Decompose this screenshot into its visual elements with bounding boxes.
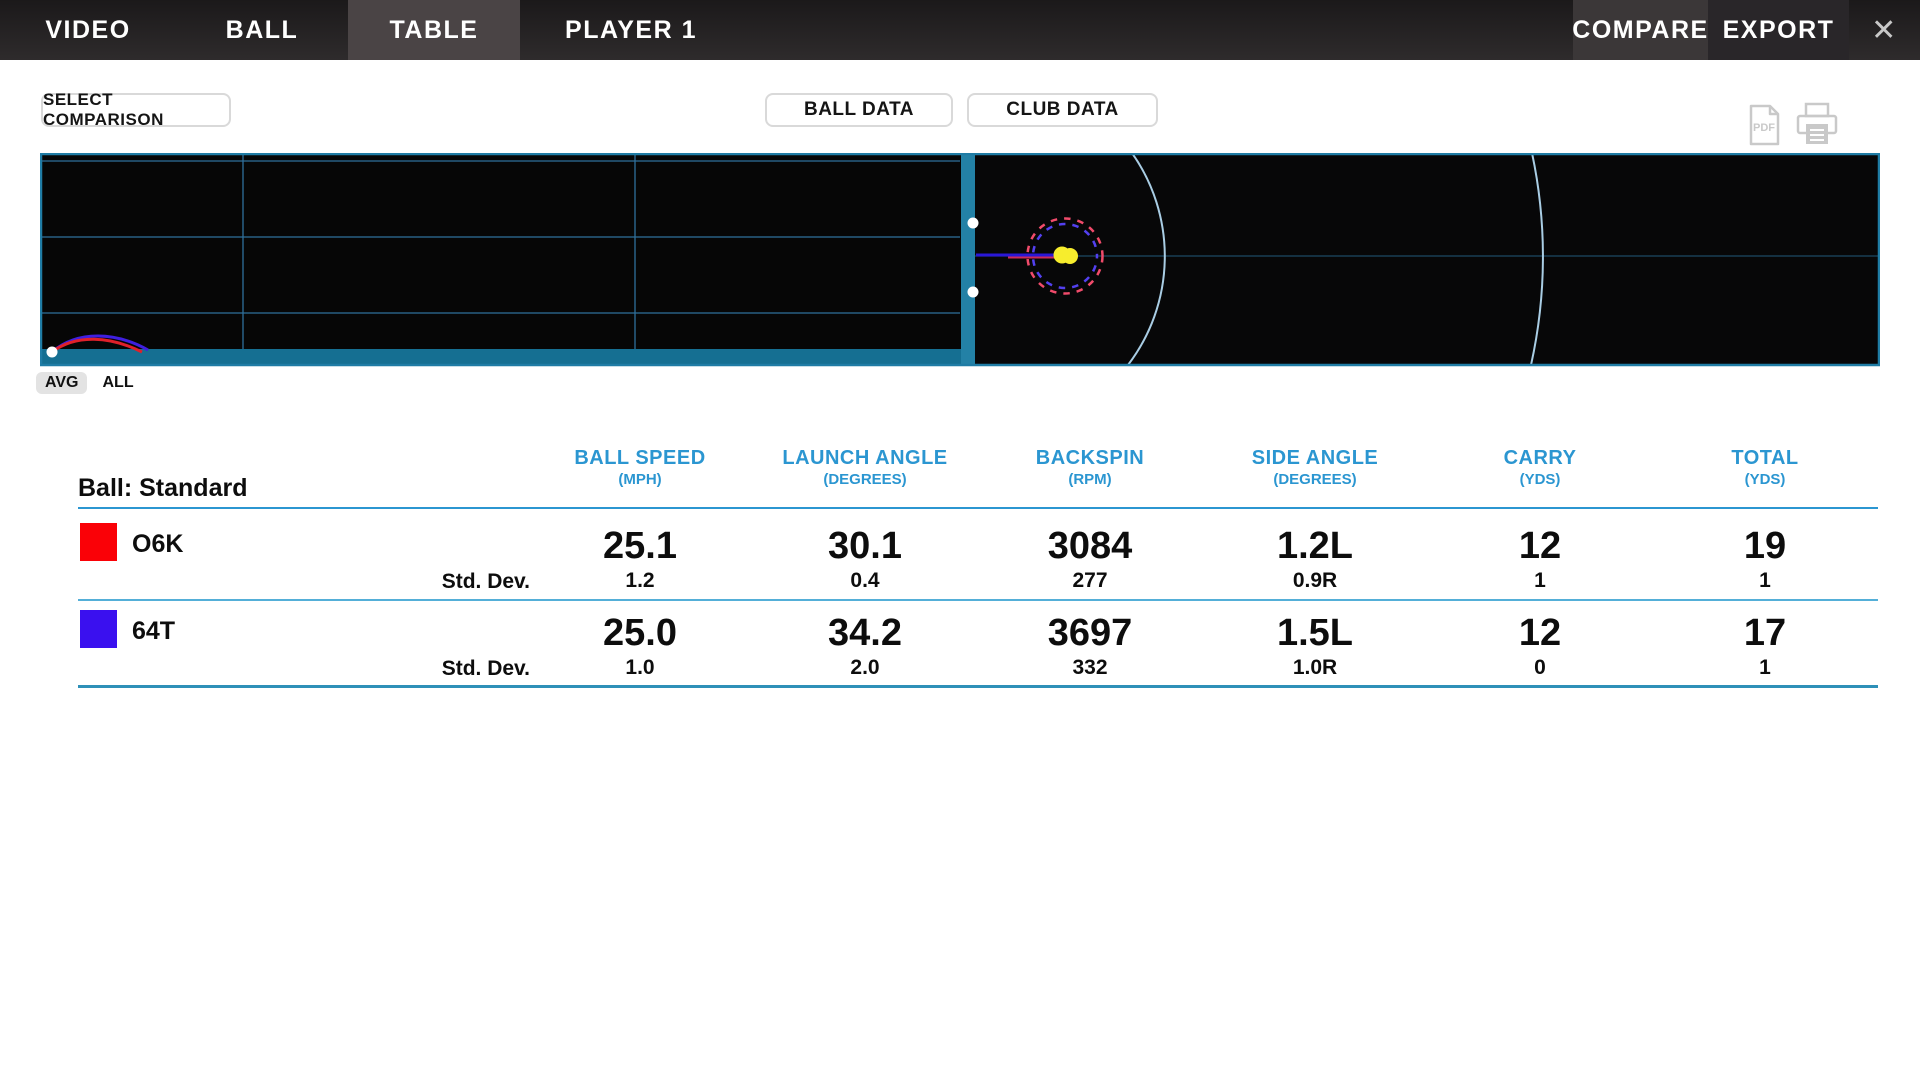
tab-ball[interactable]: BALL	[225, 15, 299, 44]
col-header-ball-speed: BALL SPEED (MPH)	[574, 447, 706, 488]
col-header-backspin: BACKSPIN (RPM)	[1035, 447, 1145, 488]
toggle-avg[interactable]: AVG	[36, 372, 88, 394]
64t-std-launch-angle: 2.0	[850, 656, 880, 679]
distance-arc-2	[1530, 152, 1544, 366]
col-header-total: TOTAL (YDS)	[1731, 447, 1799, 488]
std-dev-label-row1: Std. Dev.	[441, 570, 530, 593]
top-down-panel	[975, 153, 1880, 365]
64t-backspin: 3697	[1047, 612, 1133, 654]
tab-player-1[interactable]: PLAYER 1	[565, 15, 697, 44]
header-divider	[78, 507, 1878, 509]
64t-std-side-angle: 1.0R	[1292, 656, 1338, 679]
64t-std-backspin: 332	[1072, 656, 1108, 679]
distance-arc-1	[1127, 152, 1166, 366]
64t-carry: 12	[1518, 612, 1562, 654]
o6k-std-carry: 1	[1534, 569, 1546, 592]
o6k-std-ball-speed: 1.2	[625, 569, 655, 592]
row-color-swatch-o6k	[80, 523, 117, 561]
col-header-launch-angle: LAUNCH ANGLE (DEGREES)	[782, 447, 948, 488]
row-label-o6k: O6K	[132, 530, 184, 558]
club-data-button[interactable]: CLUB DATA	[967, 93, 1158, 127]
64t-ball-speed: 25.0	[603, 612, 677, 654]
toggle-all[interactable]: ALL	[102, 374, 134, 391]
chart-border	[39, 152, 1881, 367]
close-icon[interactable]: ✕	[1871, 13, 1898, 47]
o6k-carry: 12	[1518, 525, 1562, 567]
shot-visualization[interactable]	[39, 152, 1881, 367]
64t-side-angle: 1.5L	[1276, 612, 1354, 654]
side-view-panel	[40, 153, 961, 365]
panel-divider-bar	[961, 153, 975, 365]
avg-all-toggle: AVG ALL	[36, 371, 134, 395]
o6k-std-launch-angle: 0.4	[850, 569, 880, 592]
compare-button[interactable]: COMPARE	[1572, 0, 1708, 60]
print-icon[interactable]	[1796, 102, 1838, 144]
dispersion-ring-o6k	[1026, 217, 1104, 295]
row-divider-1	[78, 599, 1878, 601]
64t-launch-angle: 34.2	[828, 612, 902, 654]
col-header-side-angle: SIDE ANGLE (DEGREES)	[1251, 447, 1379, 488]
row-label-64t: 64T	[132, 617, 176, 645]
ball-data-button[interactable]: BALL DATA	[765, 93, 953, 127]
svg-text:PDF: PDF	[1753, 122, 1775, 134]
64t-std-ball-speed: 1.0	[625, 656, 655, 679]
64t-std-carry: 0	[1534, 656, 1546, 679]
pdf-icon[interactable]: PDF	[1749, 104, 1780, 146]
dispersion-ring-64t	[1031, 222, 1099, 290]
o6k-total: 19	[1743, 525, 1787, 567]
divider-handle-top[interactable]	[967, 217, 979, 229]
launch-origin-dot	[46, 346, 58, 358]
trajectory-o6k	[51, 337, 143, 354]
o6k-std-side-angle: 0.9R	[1292, 569, 1338, 592]
row-color-swatch-64t	[80, 610, 117, 648]
o6k-side-angle: 1.2L	[1276, 525, 1354, 567]
ground-strip	[40, 349, 975, 365]
tab-table[interactable]: TABLE	[348, 0, 520, 60]
top-nav-bar: VIDEO BALL TABLE PLAYER 1 COMPARE EXPORT…	[0, 0, 1920, 60]
col-header-carry: CARRY (YDS)	[1503, 447, 1577, 488]
grid-lines	[41, 154, 960, 349]
64t-total: 17	[1743, 612, 1787, 654]
o6k-launch-angle: 30.1	[828, 525, 902, 567]
export-icon-group: PDF	[1744, 100, 1844, 148]
select-comparison-button[interactable]: SELECT COMPARISON	[41, 90, 231, 129]
o6k-ball-speed: 25.1	[603, 525, 677, 567]
o6k-std-backspin: 277	[1072, 569, 1108, 592]
o6k-std-total: 1	[1759, 569, 1771, 592]
row-divider-2	[78, 685, 1878, 688]
tab-video[interactable]: VIDEO	[45, 15, 131, 44]
std-dev-label-row2: Std. Dev.	[441, 657, 530, 680]
export-button[interactable]: EXPORT	[1708, 0, 1849, 60]
ball-type-label: Ball: Standard	[78, 474, 248, 502]
o6k-backspin: 3084	[1047, 525, 1133, 567]
divider-handle-bottom[interactable]	[967, 286, 979, 298]
landing-dot-2	[1062, 248, 1078, 264]
64t-std-total: 1	[1759, 656, 1771, 679]
